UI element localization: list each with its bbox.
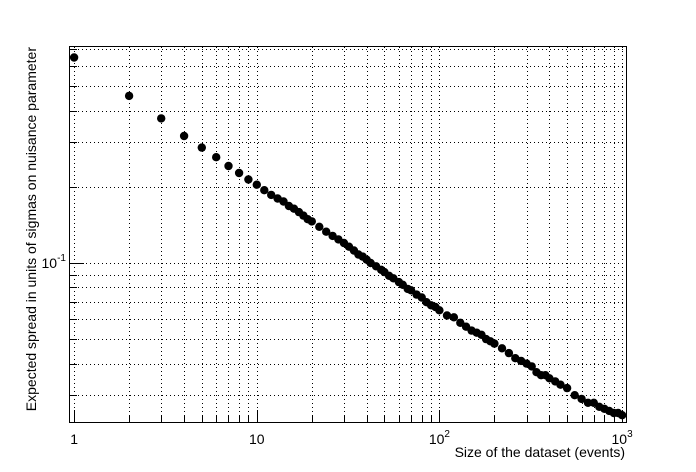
data-point xyxy=(260,186,269,195)
data-point xyxy=(527,362,536,371)
x-tick-label: 10 xyxy=(249,431,265,447)
data-point xyxy=(224,161,233,171)
data-point xyxy=(617,411,627,420)
data-point xyxy=(315,222,324,231)
data-point xyxy=(234,168,244,178)
data-point xyxy=(583,398,593,407)
x-tick-label: 1 xyxy=(70,431,78,447)
data-point xyxy=(124,91,134,101)
data-point xyxy=(307,217,316,226)
plot-frame xyxy=(69,46,627,423)
data-point xyxy=(252,180,261,189)
data-point xyxy=(497,344,507,353)
y-axis-title: Expected spread in units of sigmas on nu… xyxy=(23,47,39,412)
data-point xyxy=(322,227,331,236)
data-point xyxy=(449,313,459,322)
x-tick-label: 102 xyxy=(429,429,451,447)
data-point xyxy=(69,53,79,62)
axis-ticks xyxy=(70,49,623,422)
data-point xyxy=(577,394,586,404)
grid xyxy=(70,47,626,422)
data-point xyxy=(562,383,572,393)
data-point xyxy=(570,391,579,400)
data-point xyxy=(212,153,221,162)
data-point xyxy=(556,380,565,389)
data-point xyxy=(179,131,189,141)
x-axis-title: Size of the dataset (events) xyxy=(455,444,625,460)
x-tick-label: 103 xyxy=(612,429,634,447)
data-point xyxy=(435,306,444,315)
data-point xyxy=(267,190,276,200)
data-point xyxy=(197,143,206,152)
data-point xyxy=(504,348,514,358)
data-point xyxy=(157,114,166,123)
data-point xyxy=(490,339,499,348)
data-point xyxy=(244,175,253,184)
data-point xyxy=(442,311,452,320)
y-tick-label: 10-1 xyxy=(42,253,67,271)
data-points xyxy=(69,53,627,420)
tick-labels: 1 10 102 103 10-1 xyxy=(42,253,634,447)
